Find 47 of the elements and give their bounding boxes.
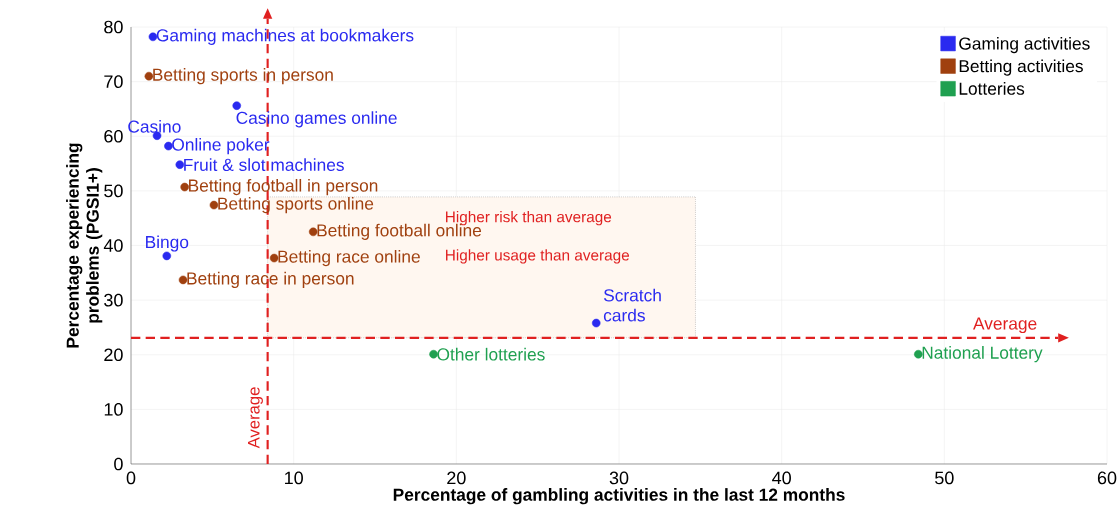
x-tick-label: 60 (1097, 471, 1117, 485)
data-label: National Lottery (922, 346, 1043, 363)
point (591, 318, 601, 328)
y-tick-label: 70 (104, 75, 123, 88)
point (175, 160, 185, 169)
x-tick-label: 10 (285, 471, 303, 485)
y-tick-label: 10 (104, 403, 123, 416)
y-tick-label: 80 (104, 20, 123, 34)
y-axis-title: Percentage experiencing problems (PGSI1+) (66, 143, 103, 348)
y-tick-label: 50 (104, 184, 123, 198)
data-label: Betting race online (278, 249, 420, 267)
x-tick-label: 0 (126, 471, 136, 485)
point (209, 200, 219, 210)
point (232, 101, 241, 110)
data-label: Other lotteries (437, 347, 545, 361)
x-tick-label: 20 (447, 471, 466, 485)
y-tick-label: 30 (104, 293, 123, 307)
point (178, 275, 188, 285)
x-tick-label: 40 (772, 471, 791, 485)
point (162, 251, 172, 261)
data-label: Casino (128, 120, 181, 133)
data-label: Scratch cards (603, 288, 661, 322)
point (144, 71, 154, 81)
point (308, 227, 318, 237)
annotation: Higher usage than average (446, 249, 630, 264)
x-tick-label: 50 (935, 471, 954, 485)
point (269, 253, 279, 263)
data-label: Casino games online (236, 111, 397, 128)
legend-label: Betting activities (959, 59, 1083, 76)
data-label: Betting sports in person (153, 68, 333, 85)
legend-label: Gaming activities (959, 36, 1090, 54)
data-label: Betting race in person (187, 271, 354, 288)
data-label: Online poker (172, 138, 270, 155)
y-tick-label: 20 (104, 348, 123, 362)
legend-label: Lotteries (959, 82, 1025, 95)
x-tick-label: 30 (609, 471, 629, 485)
ref-line-label: Average (973, 317, 1037, 334)
y-tick-label: 40 (103, 239, 123, 252)
data-label: Fruit & slot machines (184, 158, 344, 172)
y-tick-label: 60 (104, 129, 123, 143)
data-label: Betting football in person (189, 178, 378, 196)
y-tick-label: 0 (114, 457, 123, 471)
data-label: Betting sports online (218, 196, 374, 214)
point (180, 182, 189, 192)
ref-line-label: Average (248, 387, 263, 449)
data-label: Bingo (146, 235, 189, 252)
x-axis-title: Percentage of gambling activities in the last 12 months (393, 488, 845, 505)
